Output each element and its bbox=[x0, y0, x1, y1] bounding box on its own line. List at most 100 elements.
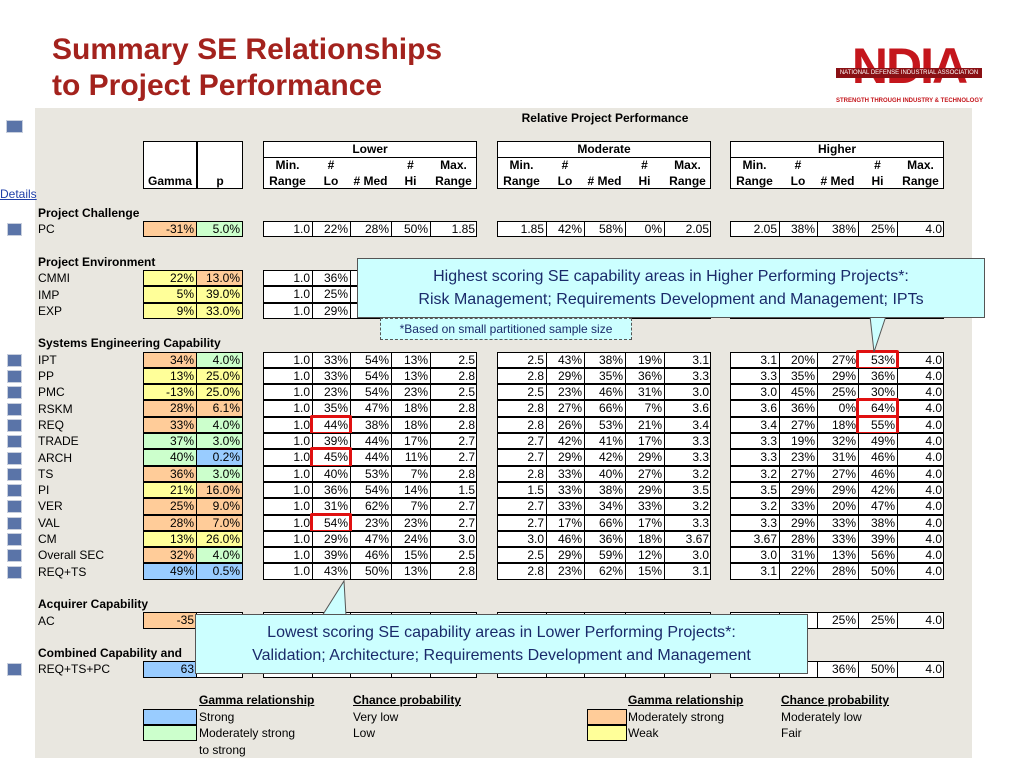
value-cell: 15% bbox=[625, 564, 664, 579]
row-button[interactable] bbox=[7, 663, 22, 677]
value-cell: 4.0 bbox=[897, 466, 944, 481]
column-header: Lo bbox=[557, 174, 573, 188]
group-row-box bbox=[263, 481, 477, 499]
value-cell: 38% bbox=[817, 222, 858, 237]
value-cell: 1.0 bbox=[293, 499, 310, 514]
section-title: Systems Engineering Capability bbox=[38, 336, 221, 351]
row-button[interactable] bbox=[7, 451, 22, 465]
value-cell: 29% bbox=[817, 368, 858, 384]
value-cell: 29% bbox=[546, 450, 584, 465]
value-cell: 28% bbox=[350, 222, 391, 237]
highlight-box bbox=[310, 414, 352, 436]
value-cell: 1.5 bbox=[527, 482, 544, 497]
value-cell: 1.0 bbox=[293, 548, 310, 563]
slide-title: Summary SE Relationships bbox=[52, 33, 443, 66]
value-cell: 33% bbox=[546, 482, 584, 498]
value-cell: 29% bbox=[312, 303, 350, 318]
value-cell: 42% bbox=[546, 434, 584, 449]
p-cell: 6.1% bbox=[197, 400, 243, 417]
gamma-cell: 40% bbox=[143, 449, 197, 466]
value-cell: 23% bbox=[779, 450, 817, 465]
value-cell: 3.1 bbox=[664, 564, 711, 579]
value-cell: 62% bbox=[584, 564, 625, 579]
value-cell: 3.3 bbox=[664, 450, 711, 465]
value-cell: 29% bbox=[312, 531, 350, 547]
value-cell: 11% bbox=[391, 450, 430, 465]
row-button[interactable] bbox=[7, 353, 22, 367]
group-row-box bbox=[730, 384, 944, 401]
value-cell: 2.8 bbox=[430, 564, 477, 579]
value-cell: 2.5 bbox=[527, 352, 544, 367]
gamma-cell: 13% bbox=[143, 530, 197, 548]
value-cell: 54% bbox=[350, 368, 391, 384]
row-button[interactable] bbox=[7, 565, 22, 579]
row-button[interactable] bbox=[7, 435, 22, 449]
value-cell: 13% bbox=[391, 564, 430, 579]
row-label: PP bbox=[38, 369, 55, 383]
row-button[interactable] bbox=[7, 223, 22, 237]
value-cell: 33% bbox=[546, 499, 584, 514]
value-cell: 2.7 bbox=[527, 434, 544, 449]
value-cell: 1.0 bbox=[293, 482, 310, 497]
value-cell: 28% bbox=[817, 564, 858, 579]
row-button[interactable] bbox=[7, 549, 22, 563]
group-row-box bbox=[730, 530, 944, 548]
row-button[interactable] bbox=[7, 370, 22, 383]
value-cell: 42% bbox=[858, 482, 897, 498]
value-cell: 30% bbox=[858, 385, 897, 400]
value-cell: 36% bbox=[858, 368, 897, 384]
logo-org: NATIONAL DEFENSE INDUSTRIAL ASSOCIATION bbox=[836, 68, 982, 78]
value-cell: 2.5 bbox=[527, 385, 544, 400]
table-caption: Relative Project Performance bbox=[521, 111, 689, 125]
value-cell: 4.0 bbox=[897, 222, 944, 237]
value-cell: 23% bbox=[391, 385, 430, 400]
value-cell: 18% bbox=[391, 401, 430, 416]
p-cell: 16.0% bbox=[197, 481, 243, 499]
group-row-box bbox=[263, 563, 477, 580]
value-cell: 13% bbox=[817, 548, 858, 563]
row-button[interactable] bbox=[7, 500, 22, 514]
back-button[interactable] bbox=[6, 120, 23, 133]
logo: NDIA NATIONAL DEFENSE INDUSTRIAL ASSOCIA… bbox=[836, 38, 983, 108]
value-cell: 41% bbox=[584, 434, 625, 449]
value-cell: 17% bbox=[625, 434, 664, 449]
row-button[interactable] bbox=[7, 402, 22, 416]
group-row-box bbox=[263, 400, 477, 417]
value-cell: 54% bbox=[350, 352, 391, 367]
column-header: Lo bbox=[323, 174, 339, 188]
row-label: VAL bbox=[38, 515, 60, 530]
row-label: IMP bbox=[38, 287, 60, 302]
row-button[interactable] bbox=[7, 533, 22, 546]
value-cell: 3.2 bbox=[760, 466, 777, 481]
row-button[interactable] bbox=[7, 386, 22, 400]
value-cell: 3.0 bbox=[664, 548, 711, 563]
row-button[interactable] bbox=[7, 484, 22, 498]
value-cell: 4.0 bbox=[897, 548, 944, 563]
value-cell: 17% bbox=[625, 515, 664, 530]
group-row-box bbox=[497, 563, 711, 580]
value-cell: 35% bbox=[584, 368, 625, 384]
value-cell: 3.0 bbox=[664, 385, 711, 400]
legend-swatch bbox=[143, 709, 197, 725]
legend-header: Gamma relationship bbox=[199, 693, 315, 707]
value-cell: 3.3 bbox=[760, 515, 777, 530]
row-button[interactable] bbox=[7, 467, 22, 481]
row-label: REQ bbox=[38, 417, 65, 432]
value-cell: 39% bbox=[312, 548, 350, 563]
value-cell: 56% bbox=[858, 548, 897, 563]
group-row-box bbox=[497, 498, 711, 515]
value-cell: 1.0 bbox=[293, 515, 310, 530]
row-label: PC bbox=[38, 222, 55, 237]
column-header: Range bbox=[435, 174, 472, 188]
row-button[interactable] bbox=[7, 418, 22, 432]
column-header: # bbox=[641, 158, 648, 172]
group-row-box bbox=[263, 221, 477, 238]
value-cell: 36% bbox=[312, 482, 350, 498]
value-cell: 13% bbox=[391, 352, 430, 367]
value-cell: 62% bbox=[350, 499, 391, 514]
group-row-box bbox=[263, 433, 477, 450]
gamma-cell: 21% bbox=[143, 481, 197, 499]
details-link[interactable]: Details bbox=[0, 187, 37, 201]
value-cell: 27% bbox=[817, 466, 858, 481]
row-button[interactable] bbox=[7, 516, 22, 530]
